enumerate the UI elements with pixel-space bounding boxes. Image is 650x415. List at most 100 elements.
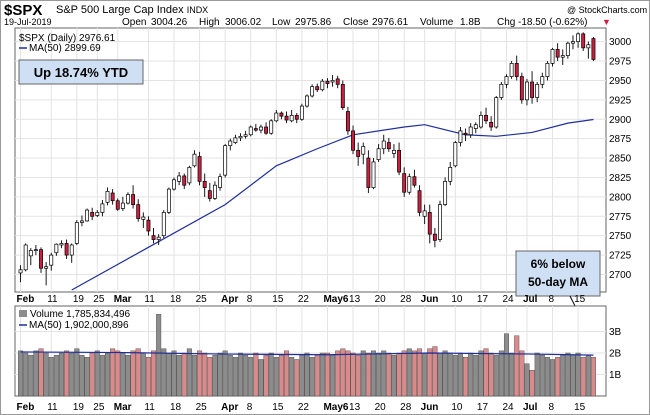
volume-legend: Volume 1,785,834,496 MA(50) 1,902,000,89… bbox=[19, 309, 131, 331]
x-tick-label: 8 bbox=[549, 294, 555, 305]
candles bbox=[18, 32, 596, 286]
candle bbox=[243, 130, 248, 139]
candle bbox=[371, 158, 376, 190]
candle bbox=[535, 82, 540, 103]
x-tick-label: 20 bbox=[375, 294, 387, 305]
ma-annotation: 6% below 50-day MA bbox=[515, 250, 601, 348]
candle-body bbox=[591, 38, 596, 60]
candle-body bbox=[565, 42, 570, 56]
candle bbox=[59, 240, 64, 249]
x-tick-label: 17 bbox=[477, 402, 489, 413]
volume-bar bbox=[263, 354, 269, 397]
volume-bar bbox=[503, 333, 509, 397]
close-value: 2976.61 bbox=[372, 17, 409, 28]
candle-body bbox=[182, 175, 187, 186]
candle-body bbox=[443, 180, 448, 205]
candle bbox=[299, 103, 304, 121]
price-tick-label: 2925 bbox=[609, 95, 632, 106]
volume-bar bbox=[94, 350, 100, 397]
candle-body bbox=[218, 176, 222, 188]
watermark: @ StockCharts.com bbox=[567, 5, 647, 15]
volume-bar bbox=[370, 350, 376, 397]
candle bbox=[386, 137, 391, 152]
candle bbox=[269, 119, 274, 135]
volume-bar bbox=[550, 359, 556, 397]
volume-bar bbox=[105, 352, 111, 397]
candle-body bbox=[238, 135, 243, 139]
price-grid bbox=[15, 28, 606, 292]
candle bbox=[509, 61, 514, 79]
volume-bars bbox=[18, 314, 596, 397]
volume-bar bbox=[391, 354, 397, 397]
candle bbox=[345, 106, 350, 135]
volume-bar bbox=[452, 354, 458, 397]
candle bbox=[136, 199, 141, 222]
x-tick-label: 17 bbox=[477, 294, 489, 305]
volume-bar bbox=[125, 354, 131, 397]
x-tick-label: Jun bbox=[421, 294, 439, 305]
x-tick-label: Mar bbox=[114, 294, 132, 305]
candle bbox=[550, 47, 555, 67]
candle-body bbox=[33, 249, 38, 251]
price-tick-label: 2900 bbox=[609, 115, 632, 126]
close-label: Close bbox=[343, 17, 369, 28]
volume-bar bbox=[202, 352, 208, 397]
volume-bar bbox=[227, 354, 233, 397]
candle bbox=[453, 140, 458, 168]
high-label: High bbox=[199, 17, 220, 28]
candle-body bbox=[499, 83, 504, 98]
candle bbox=[540, 72, 545, 89]
volume-bar bbox=[304, 352, 310, 397]
candle bbox=[335, 75, 340, 89]
volume-bar bbox=[376, 352, 382, 397]
volume-bar bbox=[294, 359, 300, 397]
x-tick-label: Apr bbox=[221, 294, 238, 305]
volume-bar bbox=[447, 352, 453, 397]
x-tick-label: 11 bbox=[144, 402, 155, 413]
candle bbox=[315, 83, 320, 93]
x-tick-label: Jun bbox=[421, 402, 439, 413]
volume-bar bbox=[156, 314, 162, 397]
candle-body bbox=[386, 142, 391, 150]
x-tick-label: 22 bbox=[298, 294, 310, 305]
candle bbox=[156, 234, 161, 245]
candle bbox=[581, 32, 586, 51]
volume-bar bbox=[176, 354, 182, 397]
candle-body bbox=[264, 126, 269, 134]
x-tick-label: 18 bbox=[170, 294, 182, 305]
candle-body bbox=[571, 41, 575, 44]
volume-bar bbox=[544, 357, 550, 397]
candle bbox=[177, 172, 182, 186]
candle-body bbox=[90, 212, 95, 217]
volume-bar bbox=[590, 357, 596, 397]
volume-bar bbox=[135, 348, 141, 397]
candle bbox=[228, 138, 233, 151]
volume-bar bbox=[248, 357, 254, 397]
candle-body bbox=[376, 148, 381, 160]
volume-bar bbox=[330, 354, 336, 397]
candle-body bbox=[412, 176, 417, 186]
x-tick-label: 18 bbox=[170, 402, 182, 413]
candle-body bbox=[335, 78, 340, 85]
candle bbox=[126, 192, 130, 205]
volume-bar bbox=[79, 354, 85, 397]
volume-bar bbox=[406, 348, 412, 397]
candle-body bbox=[478, 115, 483, 128]
candle-body bbox=[49, 254, 54, 266]
volume-bar bbox=[64, 350, 70, 397]
candle bbox=[422, 204, 427, 225]
candle bbox=[530, 71, 534, 104]
candle bbox=[172, 177, 176, 191]
volume-bar bbox=[514, 335, 520, 397]
candle bbox=[233, 134, 238, 145]
candle bbox=[468, 123, 473, 138]
price-tick-label: 2825 bbox=[609, 173, 632, 184]
candle bbox=[489, 116, 494, 131]
chg-value: -18.50 (-0.62%) bbox=[518, 17, 587, 28]
x-tick-label: Feb bbox=[17, 294, 35, 305]
volume-bar bbox=[360, 350, 366, 397]
x-tick-label: 13 bbox=[349, 402, 361, 413]
candle bbox=[591, 36, 596, 62]
candle-body bbox=[284, 115, 289, 121]
